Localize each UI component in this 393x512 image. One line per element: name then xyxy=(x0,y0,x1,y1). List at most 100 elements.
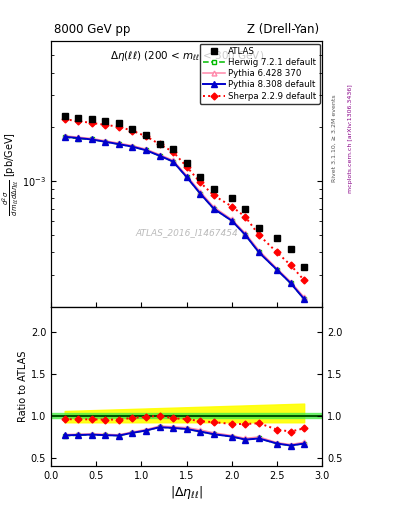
ATLAS xyxy=(275,235,279,241)
ATLAS xyxy=(90,116,94,122)
ATLAS xyxy=(130,125,135,132)
ATLAS xyxy=(103,118,108,124)
Herwig 7.2.1 default xyxy=(257,249,261,255)
Pythia 8.308 default xyxy=(184,174,189,180)
Herwig 7.2.1 default xyxy=(243,232,248,238)
Pythia 8.308 default xyxy=(157,153,162,159)
Pythia 6.428 370 xyxy=(76,134,81,140)
Sherpa 2.2.9 default xyxy=(288,262,293,268)
Y-axis label: $\frac{d^2\sigma}{d\,m_{\ell\ell}\,d\Delta\eta_{\ell\ell}}$ [pb/GeV]: $\frac{d^2\sigma}{d\,m_{\ell\ell}\,d\Del… xyxy=(0,132,21,216)
Pythia 8.308 default xyxy=(243,232,248,238)
Pythia 6.428 370 xyxy=(257,247,261,253)
Herwig 7.2.1 default xyxy=(130,143,135,150)
Text: Z (Drell-Yan): Z (Drell-Yan) xyxy=(248,23,320,36)
Pythia 8.308 default xyxy=(144,147,149,153)
ATLAS xyxy=(76,115,81,121)
Herwig 7.2.1 default xyxy=(103,139,108,145)
Pythia 6.428 370 xyxy=(302,294,307,301)
Sherpa 2.2.9 default xyxy=(130,127,135,134)
Pythia 8.308 default xyxy=(62,134,67,140)
Herwig 7.2.1 default xyxy=(230,218,234,224)
Pythia 8.308 default xyxy=(171,159,175,165)
Herwig 7.2.1 default xyxy=(288,280,293,286)
Pythia 6.428 370 xyxy=(90,136,94,142)
X-axis label: $|\Delta\eta_{\ell\ell}|$: $|\Delta\eta_{\ell\ell}|$ xyxy=(170,483,203,501)
Line: Herwig 7.2.1 default: Herwig 7.2.1 default xyxy=(62,135,307,302)
Pythia 8.308 default xyxy=(230,218,234,224)
Sherpa 2.2.9 default xyxy=(157,141,162,147)
ATLAS xyxy=(171,146,175,152)
Pythia 6.428 370 xyxy=(243,230,248,237)
Sherpa 2.2.9 default xyxy=(275,249,279,255)
Text: Rivet 3.1.10, ≥ 3.2M events: Rivet 3.1.10, ≥ 3.2M events xyxy=(332,94,337,182)
Herwig 7.2.1 default xyxy=(198,190,203,197)
Herwig 7.2.1 default xyxy=(157,153,162,159)
ATLAS xyxy=(243,206,248,212)
Sherpa 2.2.9 default xyxy=(103,122,108,128)
Y-axis label: Ratio to ATLAS: Ratio to ATLAS xyxy=(18,351,28,422)
ATLAS xyxy=(288,246,293,252)
Herwig 7.2.1 default xyxy=(90,136,94,142)
ATLAS xyxy=(211,186,216,192)
ATLAS xyxy=(198,174,203,180)
Pythia 6.428 370 xyxy=(288,279,293,285)
Line: Pythia 6.428 370: Pythia 6.428 370 xyxy=(62,134,307,300)
Sherpa 2.2.9 default xyxy=(198,179,203,185)
Pythia 6.428 370 xyxy=(62,133,67,139)
Sherpa 2.2.9 default xyxy=(90,120,94,126)
Pythia 6.428 370 xyxy=(144,146,149,152)
Pythia 8.308 default xyxy=(302,296,307,302)
Pythia 6.428 370 xyxy=(211,204,216,210)
Herwig 7.2.1 default xyxy=(275,267,279,273)
ATLAS xyxy=(144,132,149,138)
Pythia 6.428 370 xyxy=(103,138,108,144)
Pythia 8.308 default xyxy=(116,141,121,147)
Text: $\Delta\eta(\ell\ell)$ (200 < $m_{\ell\ell}$ < 300 GeV): $\Delta\eta(\ell\ell)$ (200 < $m_{\ell\e… xyxy=(110,49,264,63)
Herwig 7.2.1 default xyxy=(171,159,175,165)
Herwig 7.2.1 default xyxy=(116,141,121,147)
ATLAS xyxy=(230,195,234,201)
Sherpa 2.2.9 default xyxy=(257,232,261,238)
Sherpa 2.2.9 default xyxy=(116,124,121,130)
Sherpa 2.2.9 default xyxy=(76,118,81,124)
ATLAS xyxy=(62,113,67,119)
Pythia 8.308 default xyxy=(103,139,108,145)
Sherpa 2.2.9 default xyxy=(211,193,216,199)
Herwig 7.2.1 default xyxy=(62,134,67,140)
Sherpa 2.2.9 default xyxy=(171,149,175,155)
Pythia 6.428 370 xyxy=(198,189,203,195)
Pythia 8.308 default xyxy=(211,206,216,212)
Pythia 8.308 default xyxy=(288,280,293,286)
Line: Pythia 8.308 default: Pythia 8.308 default xyxy=(62,134,307,302)
Pythia 8.308 default xyxy=(76,135,81,141)
Pythia 8.308 default xyxy=(90,136,94,142)
Sherpa 2.2.9 default xyxy=(62,116,67,122)
Herwig 7.2.1 default xyxy=(76,136,81,142)
ATLAS xyxy=(184,160,189,166)
Line: Sherpa 2.2.9 default: Sherpa 2.2.9 default xyxy=(62,117,307,283)
ATLAS xyxy=(302,264,307,270)
Sherpa 2.2.9 default xyxy=(243,214,248,220)
Line: ATLAS: ATLAS xyxy=(61,112,308,271)
Text: mcplots.cern.ch [arXiv:1306.3436]: mcplots.cern.ch [arXiv:1306.3436] xyxy=(348,84,353,193)
Pythia 6.428 370 xyxy=(171,157,175,163)
Pythia 6.428 370 xyxy=(275,266,279,272)
Text: ATLAS_2016_I1467454: ATLAS_2016_I1467454 xyxy=(135,228,238,237)
Herwig 7.2.1 default xyxy=(302,296,307,302)
Sherpa 2.2.9 default xyxy=(144,133,149,139)
Sherpa 2.2.9 default xyxy=(302,277,307,283)
Pythia 8.308 default xyxy=(198,190,203,197)
Pythia 6.428 370 xyxy=(184,173,189,179)
Pythia 8.308 default xyxy=(275,267,279,273)
Sherpa 2.2.9 default xyxy=(230,203,234,209)
Herwig 7.2.1 default xyxy=(144,147,149,153)
Herwig 7.2.1 default xyxy=(184,174,189,180)
Sherpa 2.2.9 default xyxy=(184,163,189,169)
Pythia 6.428 370 xyxy=(157,152,162,158)
Pythia 8.308 default xyxy=(130,143,135,150)
Herwig 7.2.1 default xyxy=(211,206,216,212)
ATLAS xyxy=(116,120,121,126)
Pythia 6.428 370 xyxy=(130,142,135,148)
ATLAS xyxy=(157,141,162,147)
Pythia 8.308 default xyxy=(257,249,261,255)
